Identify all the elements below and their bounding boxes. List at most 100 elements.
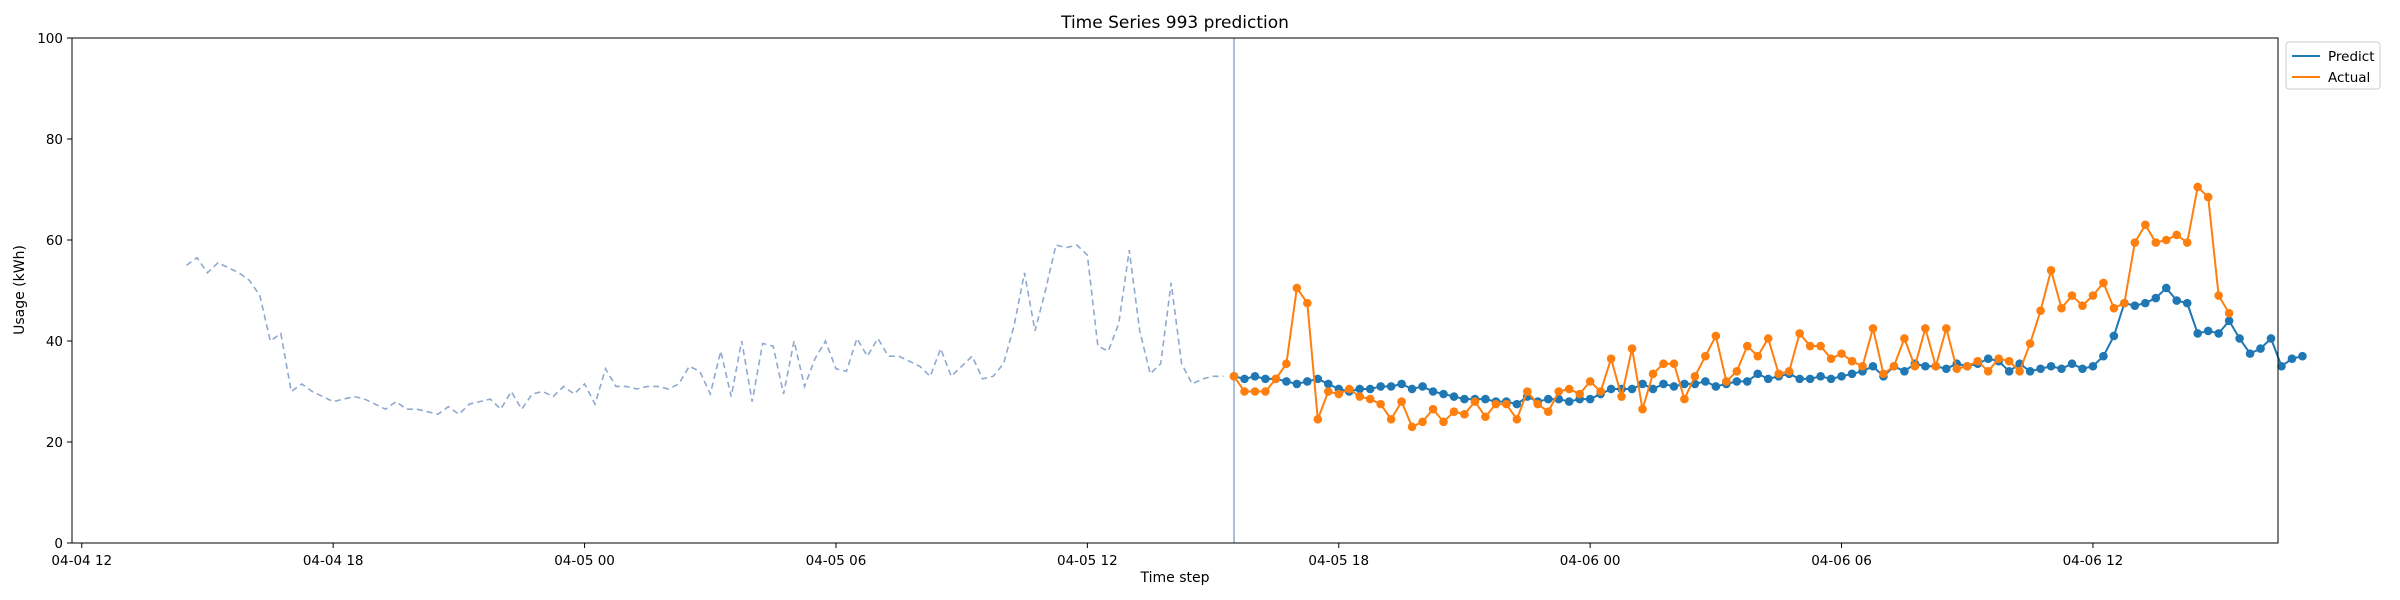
data-point-actual [1564,384,1574,394]
x-tick-label: 04-05 12 [1057,553,1118,569]
x-tick-label: 04-05 00 [554,553,615,569]
data-point-predict [2151,293,2161,303]
data-point-actual [1659,359,1668,369]
data-point-predict [1805,374,1815,384]
data-point-actual [1481,412,1490,422]
data-point-actual [2203,192,2213,202]
data-point-actual [1355,392,1365,401]
chart-title: Time Series 993 prediction [1060,13,1289,33]
data-point-predict [1564,397,1574,406]
x-tick-label: 04-06 12 [2063,553,2124,569]
data-point-actual [1554,387,1564,396]
data-point-predict [2224,316,2234,326]
data-point-actual [2088,291,2098,300]
data-point-actual [1701,351,1710,361]
data-point-actual [1669,359,1679,369]
data-point-actual [1303,298,1312,308]
x-axis-label: Time step [1140,570,1210,586]
data-point-actual [1722,377,1731,386]
data-point-predict [1900,367,1909,376]
data-point-actual [2046,266,2056,275]
data-point-predict [1585,394,1595,404]
axes-frame [71,37,2279,544]
data-point-predict [1837,372,1846,381]
y-tick-label: 100 [37,31,63,47]
data-point-predict [1282,377,1291,386]
data-point-actual [2130,238,2140,247]
data-point-predict [1742,377,1752,386]
data-point-actual [1229,372,1239,381]
data-point-actual [1952,364,1962,374]
data-point-predict [1942,364,1951,374]
history-line [186,244,1224,416]
data-point-predict [2067,359,2077,369]
data-point-predict [1868,361,1878,371]
data-point-actual [1774,369,1783,379]
data-point-predict [1921,361,1930,371]
data-point-predict [2203,326,2213,336]
data-point-actual [1407,422,1417,432]
data-point-predict [1386,382,1396,391]
data-point-actual [1334,389,1344,399]
data-point-actual [1386,414,1396,424]
data-point-actual [1742,341,1752,351]
data-point-actual [1439,417,1448,427]
data-point-actual [1282,359,1291,369]
data-point-predict [2193,329,2202,338]
data-point-actual [1250,387,1260,396]
data-point-predict [2025,367,2035,376]
data-point-actual [1942,324,1951,333]
data-point-actual [1261,387,1270,396]
data-point-predict [2172,296,2182,305]
data-point-predict [2214,329,2223,338]
data-point-actual [1585,377,1595,386]
x-tick-label: 04-04 12 [51,553,112,569]
data-point-actual [1449,407,1459,417]
data-point-actual [2151,238,2161,247]
data-point-actual [2182,238,2192,247]
y-tick-label: 0 [54,536,63,552]
data-point-actual [1533,399,1543,409]
data-point-predict [1323,379,1333,389]
data-point-actual [2224,308,2234,318]
data-point-actual [1826,354,1836,363]
data-point-predict [2130,301,2140,310]
data-point-actual [1910,361,1920,371]
data-point-predict [1303,377,1312,386]
y-tick-label: 80 [46,132,63,148]
y-tick-label: 20 [46,435,63,451]
data-point-actual [2057,303,2066,313]
data-point-actual [1365,394,1375,404]
data-point-predict [1460,394,1469,404]
data-point-actual [1470,397,1480,406]
data-point-actual [2214,291,2223,300]
data-point-actual [1753,351,1763,361]
data-point-actual [1931,361,1941,371]
data-point-actual [1805,341,1815,351]
data-point-actual [2078,301,2087,310]
data-point-actual [1711,331,1721,341]
x-tick-label: 04-05 18 [1308,553,1369,569]
data-point-predict [2266,334,2276,343]
data-point-actual [1900,334,1909,343]
data-point-predict [1512,399,1522,409]
data-point-predict [2099,351,2108,361]
data-point-actual [2120,298,2129,308]
data-point-actual [1397,397,1406,406]
data-point-predict [1680,379,1689,389]
data-point-actual [1994,354,2003,363]
data-point-predict [1355,384,1365,394]
data-point-actual [1428,404,1438,414]
data-point-actual [1784,367,1794,376]
y-tick-label: 60 [46,233,63,249]
data-point-predict [2109,331,2119,341]
data-point-predict [2287,354,2297,363]
data-point-predict [2004,367,2014,376]
data-point-actual [1606,354,1616,363]
data-point-predict [1816,372,1825,381]
data-point-predict [1753,369,1763,379]
data-point-actual [2067,291,2077,300]
data-point-predict [1826,374,1836,384]
x-tick-label: 04-06 06 [1811,553,1872,569]
